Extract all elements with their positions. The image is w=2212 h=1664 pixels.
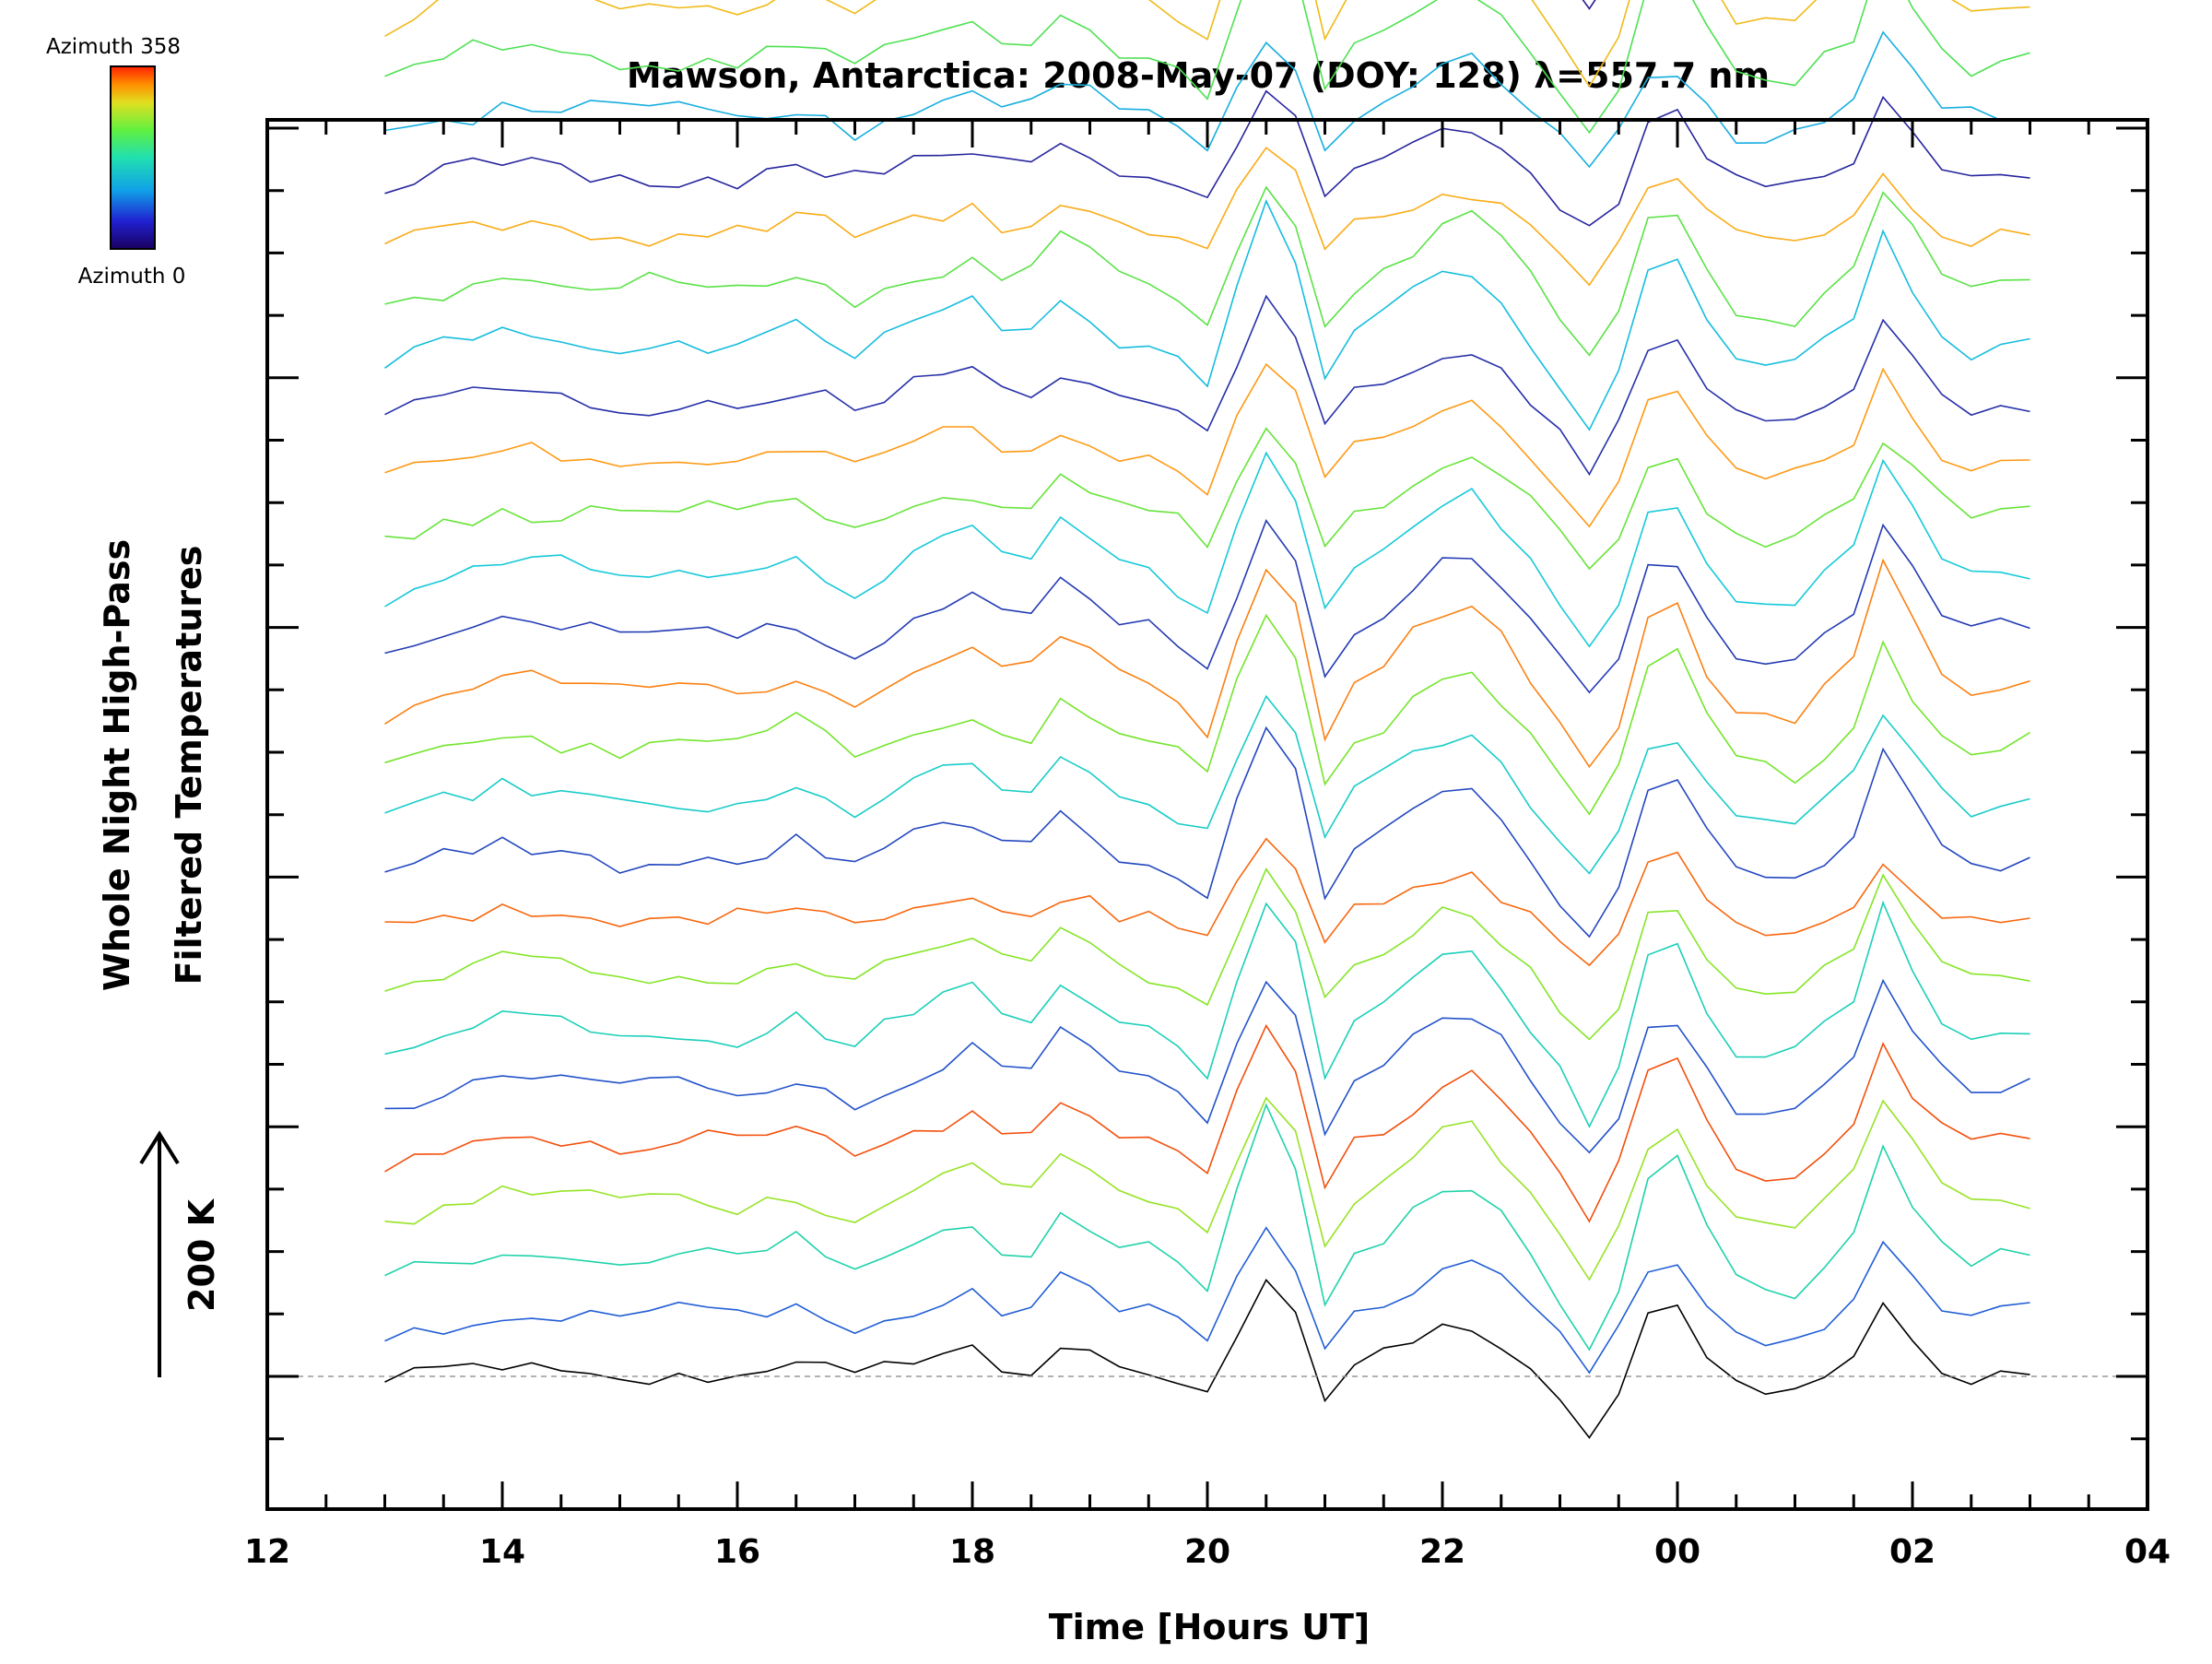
- series-line: [384, 147, 2030, 287]
- series-line: [384, 837, 2030, 967]
- colorbar: [110, 65, 156, 250]
- series-line: [384, 726, 2030, 938]
- series-line: [384, 1279, 2030, 1439]
- x-tick-label: 18: [949, 1533, 995, 1571]
- x-tick-label: 16: [714, 1533, 760, 1571]
- plot-frame: [265, 118, 2149, 1511]
- series-line: [384, 867, 2030, 1041]
- x-tick-label: 20: [1184, 1533, 1230, 1571]
- series-line: [384, 978, 2030, 1154]
- x-tick-label: 02: [1889, 1533, 1936, 1571]
- series-line: [384, 0, 2030, 135]
- colorbar-bottom-label: Azimuth 0: [78, 265, 186, 289]
- series-line: [384, 294, 2030, 477]
- x-tick-labels: 12 14 16 18 20 22 00 02 04: [244, 1533, 2171, 1571]
- scale-arrow-head: [139, 1130, 180, 1165]
- series-line: [384, 558, 2030, 769]
- series-line: [384, 198, 2030, 431]
- series-line: [384, 519, 2030, 694]
- series-line: [384, 362, 2030, 528]
- scale-bar-label: 200 K: [182, 1198, 222, 1312]
- series-line: [384, 1096, 2030, 1281]
- series-line: [384, 1023, 2030, 1223]
- series-line: [384, 427, 2030, 571]
- x-tick-label: 04: [2124, 1533, 2171, 1571]
- series-line: [384, 694, 2030, 875]
- series-line: [384, 451, 2030, 648]
- x-tick-label: 22: [1419, 1533, 1465, 1571]
- series-line: [384, 613, 2030, 816]
- colorbar-top-label: Azimuth 358: [46, 35, 181, 59]
- series-line: [384, 30, 2030, 169]
- axis-ticks: [265, 120, 2149, 1509]
- x-axis-title: Time [Hours UT]: [1049, 1607, 1371, 1647]
- x-tick-label: 14: [479, 1533, 525, 1571]
- series-line: [384, 0, 2030, 89]
- series-line: [384, 900, 2030, 1128]
- y-axis-title-line1: Whole Night High-Pass: [97, 539, 137, 991]
- series-line: [384, 89, 2030, 227]
- series-group: [384, 0, 2030, 1439]
- series-line: [384, 1103, 2030, 1351]
- series-line: [384, 185, 2030, 357]
- series-line: [384, 1226, 2030, 1375]
- y-axis-title-line2: Filtered Temperatures: [169, 546, 209, 985]
- x-tick-label: 00: [1654, 1533, 1700, 1571]
- x-tick-label: 12: [244, 1533, 290, 1571]
